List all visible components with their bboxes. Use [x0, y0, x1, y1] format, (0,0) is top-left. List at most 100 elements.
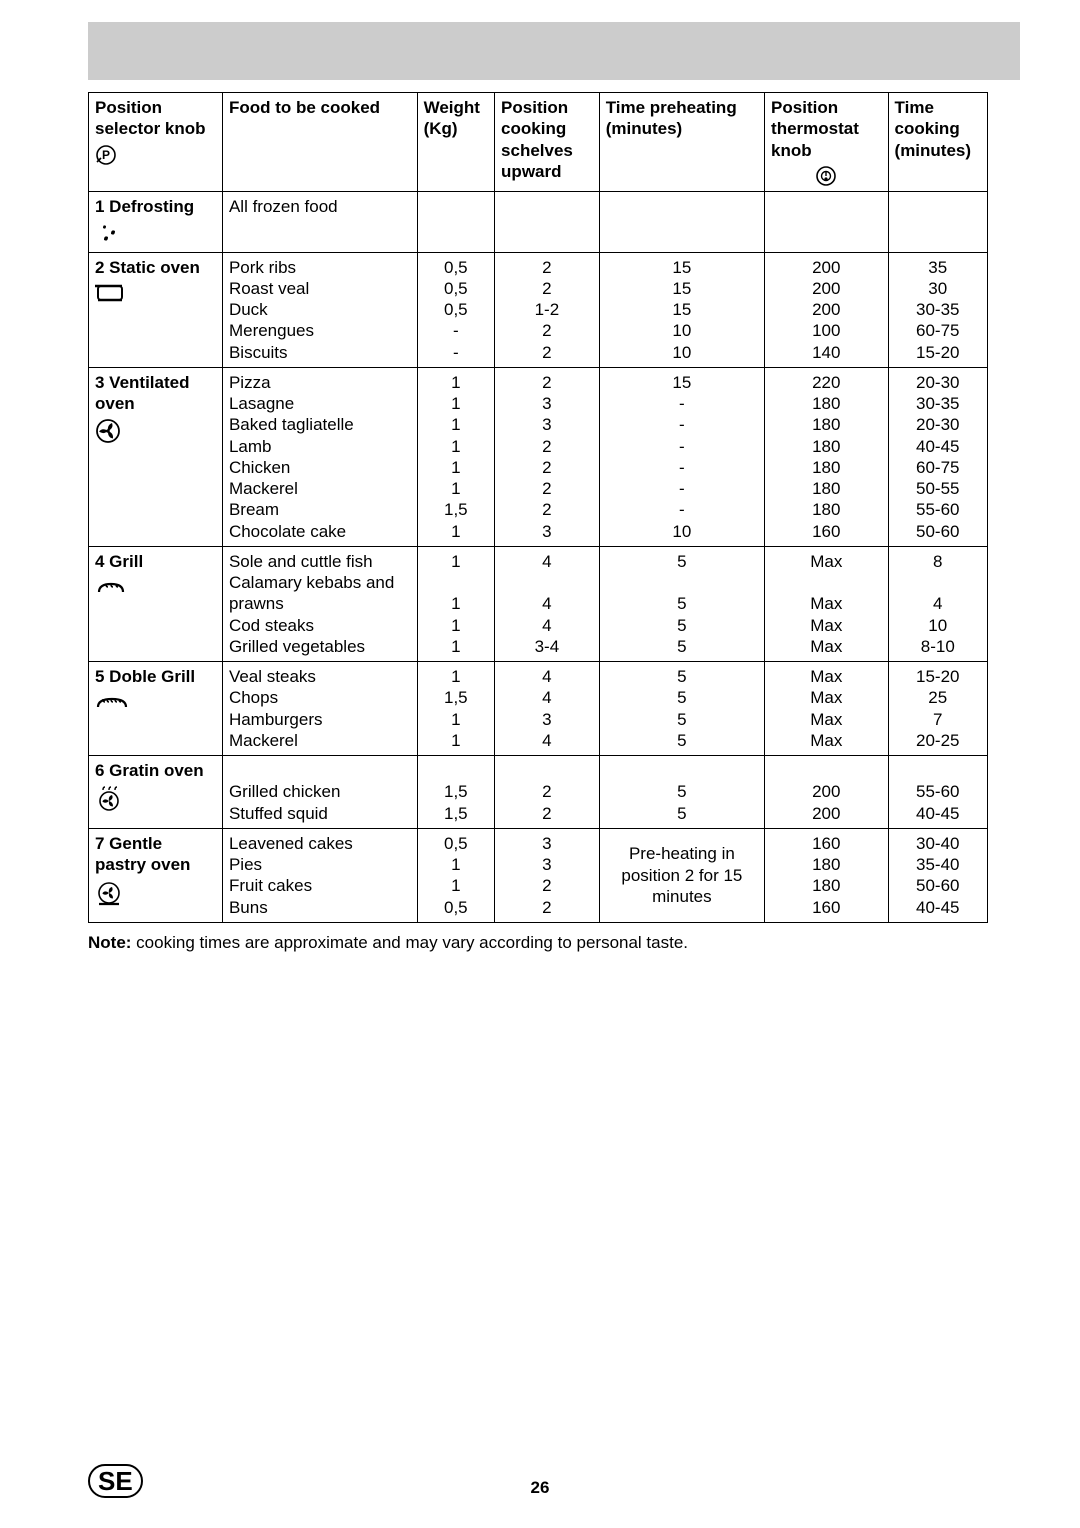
cell-value: 30-35: [895, 299, 981, 320]
cell-value: 3: [501, 521, 593, 542]
cell-value: Duck: [229, 299, 411, 320]
table-row: 2 Static ovenPork ribsRoast vealDuckMere…: [89, 252, 988, 367]
cell-value: 15: [606, 257, 758, 278]
cell-value: 200: [771, 781, 881, 802]
cell-value: 1: [424, 414, 488, 435]
cell-value: -: [606, 414, 758, 435]
cell-value: 1: [424, 551, 488, 572]
cell-cook-time: 353030-3560-7515-20: [888, 252, 987, 367]
cell-value: 1: [424, 393, 488, 414]
cell-value: 3: [501, 833, 593, 854]
cell-preheat-merged: Pre-heating in position 2 for 15 minutes: [599, 828, 764, 922]
cell-shelf: 23322223: [495, 367, 600, 546]
th-shelf: Positioncookingschelvesupward: [495, 93, 600, 192]
table-header-row: Positionselector knob P Food to be cooke…: [89, 93, 988, 192]
cell-shelf: [495, 192, 600, 252]
cell-value: Mackerel: [229, 478, 411, 499]
cell-value: 2: [501, 781, 593, 802]
cell-value: 180: [771, 393, 881, 414]
cell-value: 8: [895, 551, 981, 572]
cell-value: 2: [501, 803, 593, 824]
thermostat-knob-icon: [771, 165, 881, 188]
cell-value: 3: [501, 393, 593, 414]
cell-value: 50-55: [895, 478, 981, 499]
cell-value: 30: [895, 278, 981, 299]
cell-value: 5: [606, 803, 758, 824]
cell-value: 20-25: [895, 730, 981, 751]
cell-value: 15: [606, 372, 758, 393]
cell-value: 3: [501, 414, 593, 435]
cell-value: Lamb: [229, 436, 411, 457]
cell-weight: 1 111: [417, 546, 494, 661]
th-text: Positionthermostatknob: [771, 98, 859, 160]
cell-value: Max: [771, 615, 881, 636]
section-label: 6 Gratin oven: [95, 761, 204, 780]
cell-value: [895, 572, 981, 593]
cell-value: 180: [771, 414, 881, 435]
cell-value: 1: [424, 666, 488, 687]
cell-value: 1: [424, 593, 488, 614]
cell-food: All frozen food: [222, 192, 417, 252]
table-row: 6 Gratin oven Grilled chickenStuffed squ…: [89, 756, 988, 829]
cell-thermostat: 160180180160: [765, 828, 888, 922]
cell-food: Veal steaksChopsHamburgersMackerel: [222, 662, 417, 756]
cell-position-selector: 4 Grill: [89, 546, 223, 661]
defrost-icon: [95, 222, 216, 248]
cell-value: Baked tagliatelle: [229, 414, 411, 435]
cell-preheat: 5555: [599, 662, 764, 756]
cell-value: 10: [606, 521, 758, 542]
cell-value: 60-75: [895, 320, 981, 341]
cell-value: 200: [771, 803, 881, 824]
cell-value: 5: [606, 709, 758, 730]
cell-value: 30-40: [895, 833, 981, 854]
cell-value: 20-30: [895, 372, 981, 393]
cell-cook-time: 20-3030-3520-3040-4560-7550-5555-6050-60: [888, 367, 987, 546]
cell-value: 3: [501, 709, 593, 730]
cell-value: 180: [771, 478, 881, 499]
cell-value: 50-60: [895, 875, 981, 896]
cell-value: 200: [771, 257, 881, 278]
table-row: 3 VentilatedovenPizzaLasagneBaked taglia…: [89, 367, 988, 546]
cell-value: Calamary kebabs and prawns: [229, 572, 411, 615]
cell-value: -: [424, 320, 488, 341]
cell-value: [606, 196, 758, 217]
cell-value: Grilled chicken: [229, 781, 411, 802]
note-text: cooking times are approximate and may va…: [131, 933, 688, 952]
cell-value: Grilled vegetables: [229, 636, 411, 657]
cell-value: 0,5: [424, 833, 488, 854]
cell-value: 1: [424, 730, 488, 751]
cell-value: 40-45: [895, 803, 981, 824]
cell-value: 2: [501, 499, 593, 520]
cell-value: [771, 196, 881, 217]
cell-value: 180: [771, 875, 881, 896]
cell-value: 5: [606, 551, 758, 572]
cell-value: 140: [771, 342, 881, 363]
cell-value: Max: [771, 593, 881, 614]
cell-value: 0,5: [424, 257, 488, 278]
cell-value: 50-60: [895, 521, 981, 542]
cell-value: Fruit cakes: [229, 875, 411, 896]
th-preheat: Time preheating(minutes): [599, 93, 764, 192]
page: Positionselector knob P Food to be cooke…: [0, 0, 1080, 1528]
cell-food: Sole and cuttle fishCalamary kebabs and …: [222, 546, 417, 661]
cell-preheat: [599, 192, 764, 252]
cell-value: 160: [771, 897, 881, 918]
cell-value: 30-35: [895, 393, 981, 414]
cell-value: 180: [771, 854, 881, 875]
double-grill-icon: [95, 691, 216, 713]
cell-shelf: 3322: [495, 828, 600, 922]
cell-thermostat: 200200200100140: [765, 252, 888, 367]
cell-value: 2: [501, 457, 593, 478]
cell-position-selector: 5 Doble Grill: [89, 662, 223, 756]
cell-value: 1-2: [501, 299, 593, 320]
cell-value: -: [606, 436, 758, 457]
cell-value: Sole and cuttle fish: [229, 551, 411, 572]
cell-value: 160: [771, 833, 881, 854]
cell-value: 0,5: [424, 299, 488, 320]
cell-shelf: 4 443-4: [495, 546, 600, 661]
cell-value: [424, 196, 488, 217]
cell-value: 1: [424, 854, 488, 875]
page-number: 26: [88, 1478, 992, 1498]
cell-value: Merengues: [229, 320, 411, 341]
cell-food: Grilled chickenStuffed squid: [222, 756, 417, 829]
